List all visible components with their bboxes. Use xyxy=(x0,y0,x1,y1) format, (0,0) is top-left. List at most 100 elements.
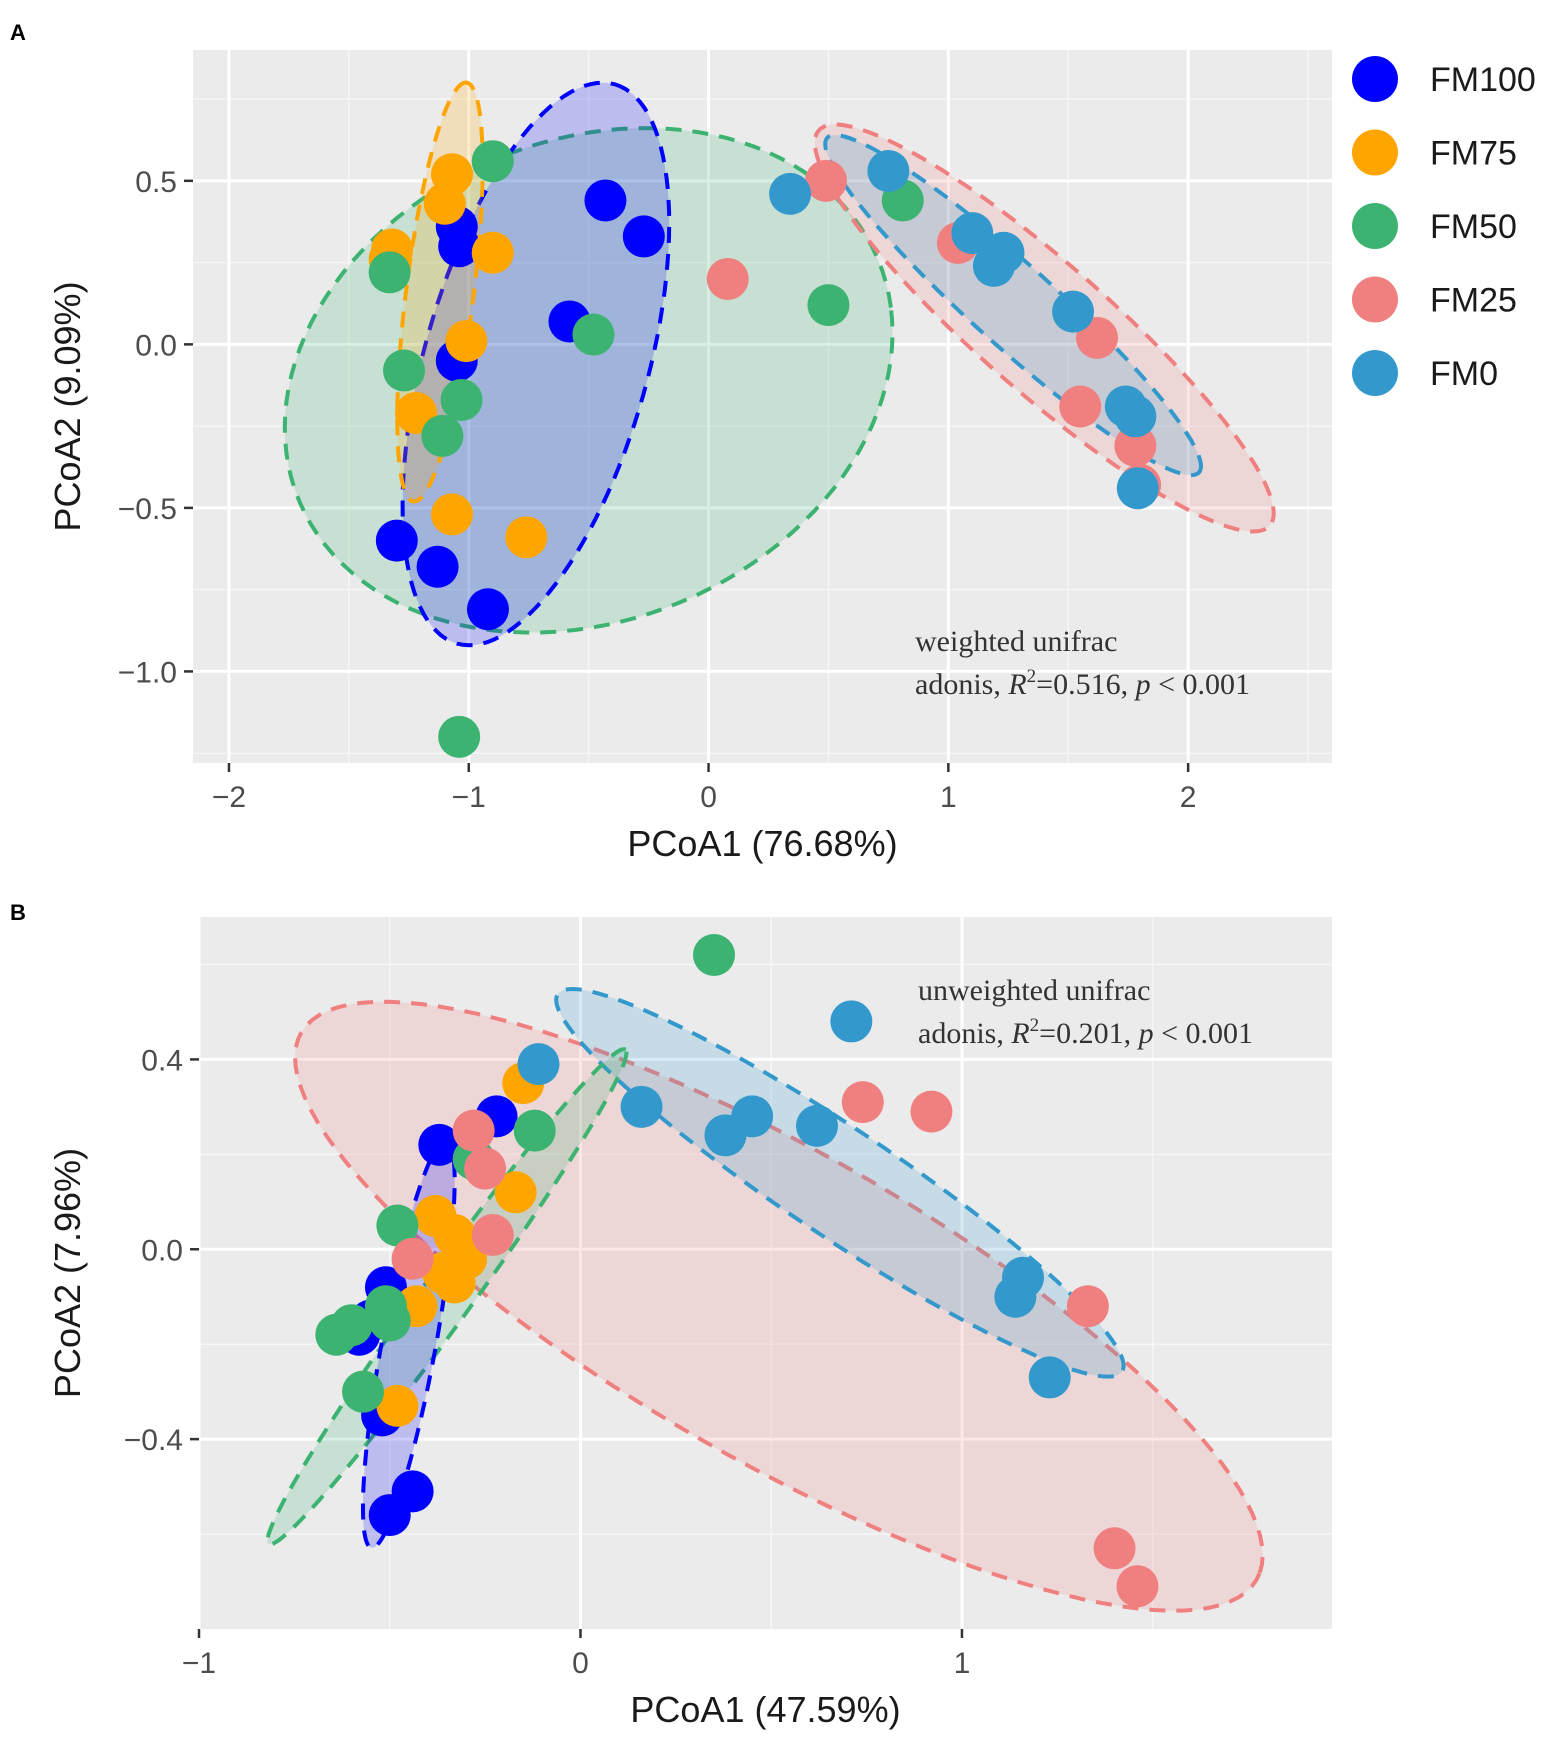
data-point-fm50 xyxy=(376,1204,419,1247)
y-tick-label: 0.5 xyxy=(135,166,177,199)
y-axis-title: PCoA2 (7.96%) xyxy=(47,1148,88,1398)
data-point-fm50 xyxy=(421,414,464,457)
data-point-fm0 xyxy=(972,244,1015,287)
panel-letter: A xyxy=(10,20,26,45)
annotation-superscript: 2 xyxy=(1030,1015,1040,1036)
data-point-fm50 xyxy=(513,1109,556,1152)
data-point-fm50 xyxy=(438,715,481,758)
confidence-ellipse-fm0 xyxy=(823,133,1204,478)
data-point-fm0 xyxy=(620,1085,663,1128)
annotation-part: R xyxy=(1010,1017,1029,1050)
data-point-fm0 xyxy=(769,172,812,215)
data-point-fm0 xyxy=(951,212,994,255)
legend-key-fm25 xyxy=(1352,276,1398,323)
data-point-fm0 xyxy=(1028,1356,1071,1399)
data-point-fm25 xyxy=(910,1090,953,1133)
data-point-fm0 xyxy=(517,1043,560,1086)
annotation-part: < 0.001 xyxy=(1154,1017,1253,1050)
confidence-ellipse-fm0 xyxy=(554,986,1126,1379)
legend: FM100 FM75 FM50 FM25 FM0 xyxy=(1352,56,1536,396)
data-point-fm50 xyxy=(368,1299,411,1342)
data-point-fm50 xyxy=(807,284,850,327)
data-point-fm25 xyxy=(391,1237,434,1280)
data-point-fm50 xyxy=(342,1370,385,1413)
legend-key-fm0 xyxy=(1352,350,1398,396)
annotation-part: < 0.001 xyxy=(1151,668,1250,701)
data-point-fm75 xyxy=(376,1384,419,1427)
data-point-fm75 xyxy=(423,182,466,225)
data-point-fm75 xyxy=(430,493,473,536)
data-point-fm25 xyxy=(1093,1527,1136,1570)
legend-label-fm100: FM100 xyxy=(1430,61,1536,99)
legend-label-fm25: FM25 xyxy=(1430,282,1517,320)
data-point-fm100 xyxy=(416,545,459,588)
x-tick-label: −1 xyxy=(182,1647,216,1680)
data-point-fm50 xyxy=(368,251,411,294)
data-point-fm75 xyxy=(494,1171,537,1214)
legend-key-fm75 xyxy=(1352,129,1398,176)
data-point-fm50 xyxy=(471,140,514,183)
annotation-method: unweighted unifrac xyxy=(918,974,1150,1007)
data-point-fm0 xyxy=(796,1104,838,1147)
annotation-part: adonis, xyxy=(915,668,1008,701)
data-point-fm25 xyxy=(841,1081,884,1124)
annotation-part: adonis, xyxy=(918,1017,1011,1050)
annotation-part: p xyxy=(1137,1017,1154,1050)
data-point-fm100 xyxy=(584,179,627,222)
panel-a: A −2 −1 0 1 2 −1.0 −0.5 0.0 0.5 PCoA1 (76.68%) PCoA… xyxy=(10,20,1332,864)
data-point-fm0 xyxy=(994,1275,1037,1318)
y-tick-label: −0.4 xyxy=(124,1424,183,1457)
annotation-method: weighted unifrac xyxy=(915,625,1117,658)
data-point-fm100 xyxy=(438,225,481,268)
confidence-ellipse-fm25 xyxy=(292,999,1265,1613)
data-point-fm0 xyxy=(830,1000,873,1043)
x-tick-label: −2 xyxy=(212,781,246,814)
data-point-fm0 xyxy=(1114,395,1157,438)
y-tick-label: 0.0 xyxy=(135,329,177,362)
annotation-part: R xyxy=(1007,668,1026,701)
y-tick-label: −0.5 xyxy=(118,493,177,526)
x-tick-label: 0 xyxy=(572,1647,589,1680)
data-point-fm50 xyxy=(315,1313,358,1356)
annotation-stats: adonis, R2=0.201, p < 0.001 xyxy=(918,1015,1253,1050)
legend-label-fm0: FM0 xyxy=(1430,355,1498,393)
data-point-fm50 xyxy=(572,313,615,356)
data-point-fm75 xyxy=(471,231,514,274)
data-point-fm25 xyxy=(1116,1565,1159,1608)
y-tick-label: −1.0 xyxy=(118,656,177,689)
data-point-fm100 xyxy=(466,588,509,631)
y-tick-label: 0.4 xyxy=(141,1044,183,1077)
data-point-fm50 xyxy=(440,378,483,421)
data-point-fm25 xyxy=(1114,424,1157,467)
panel-b: B −1 0 1 −0.4 0.0 0.4 PCoA1 (47.59%) PCoA2 (7.96… xyxy=(10,900,1332,1730)
x-tick-label: 1 xyxy=(954,1647,971,1680)
data-point-fm100 xyxy=(418,1123,461,1166)
legend-label-fm50: FM50 xyxy=(1430,208,1517,246)
annotation-superscript: 2 xyxy=(1027,666,1037,687)
data-point-fm100 xyxy=(622,215,665,258)
data-point-fm100 xyxy=(375,519,418,562)
x-tick-label: 1 xyxy=(940,781,957,814)
data-point-fm25 xyxy=(805,159,848,202)
data-point-fm25 xyxy=(1059,385,1102,428)
data-point-fm25 xyxy=(452,1109,495,1152)
data-point-fm75 xyxy=(505,516,548,559)
data-point-fm0 xyxy=(1116,467,1159,510)
x-tick-label: 0 xyxy=(700,781,717,814)
annotation-part: =0.516, xyxy=(1036,668,1135,701)
data-point-fm25 xyxy=(706,257,749,300)
data-point-fm25 xyxy=(464,1147,507,1190)
data-point-fm100 xyxy=(368,1494,411,1537)
legend-key-fm100 xyxy=(1352,56,1398,102)
data-point-fm25 xyxy=(1066,1285,1109,1328)
x-axis-title: PCoA1 (47.59%) xyxy=(630,1689,900,1730)
data-point-fm25 xyxy=(471,1214,514,1257)
legend-key-fm50 xyxy=(1352,203,1398,249)
annotation-stats: adonis, R2=0.516, p < 0.001 xyxy=(915,666,1250,701)
data-point-fm50 xyxy=(693,933,735,976)
y-axis-title: PCoA2 (9.09%) xyxy=(47,281,88,531)
data-point-fm0 xyxy=(867,150,910,193)
data-point-fm75 xyxy=(445,320,488,363)
data-point-fm0 xyxy=(1052,290,1095,333)
